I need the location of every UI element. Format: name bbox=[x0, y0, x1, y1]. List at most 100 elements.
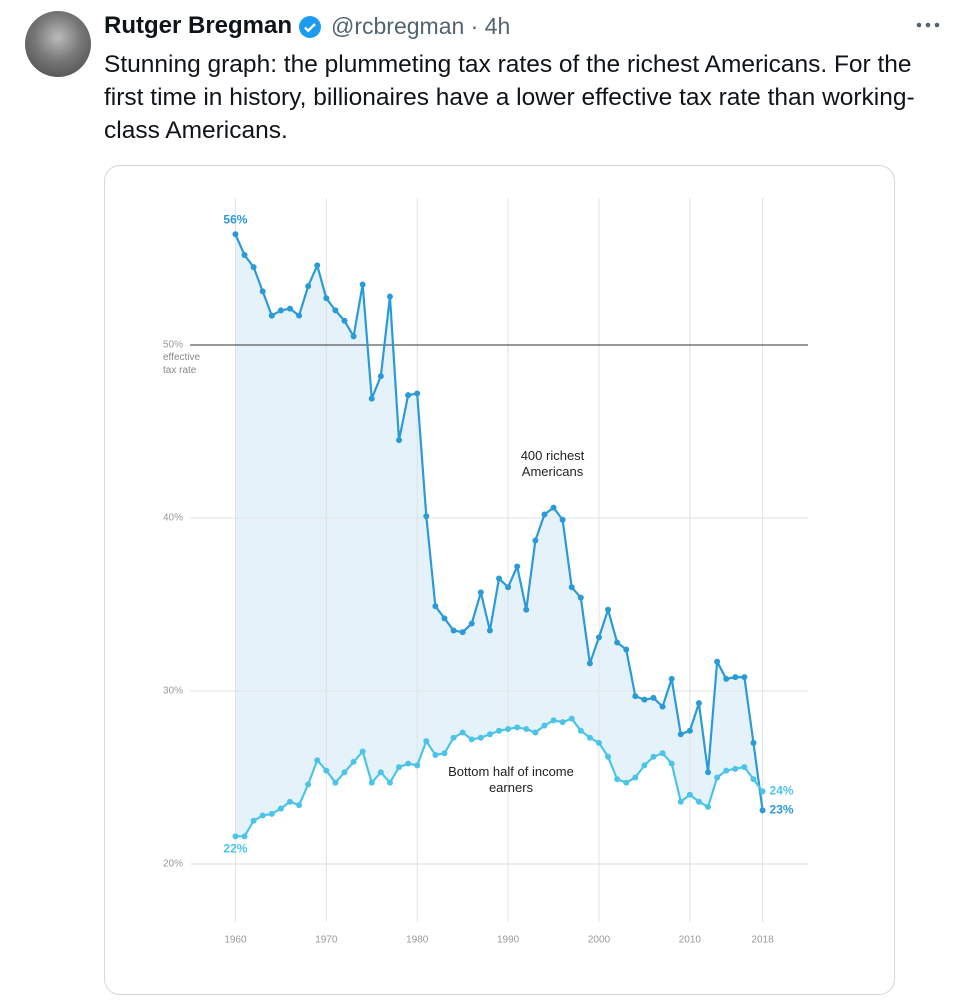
data-point bbox=[695, 798, 702, 805]
data-point bbox=[377, 769, 384, 776]
data-point bbox=[277, 805, 284, 812]
data-point bbox=[432, 603, 439, 610]
value-label: 22% bbox=[223, 841, 247, 855]
data-point bbox=[459, 629, 466, 636]
data-point bbox=[241, 833, 248, 840]
data-point bbox=[359, 748, 366, 755]
tweet-text: Stunning graph: the plummeting tax rates… bbox=[104, 51, 915, 144]
x-tick-label: 2018 bbox=[751, 935, 774, 946]
data-point bbox=[723, 675, 730, 682]
data-point bbox=[505, 584, 512, 591]
data-point bbox=[568, 715, 575, 722]
data-point bbox=[396, 437, 403, 444]
x-tick-label: 2010 bbox=[679, 935, 702, 946]
data-point bbox=[641, 762, 648, 769]
data-point bbox=[523, 606, 530, 613]
y-tick-label: 50% bbox=[163, 340, 183, 351]
data-point bbox=[250, 817, 257, 824]
data-point bbox=[595, 739, 602, 746]
data-point bbox=[741, 674, 748, 681]
data-point bbox=[605, 606, 612, 613]
data-point bbox=[614, 776, 621, 783]
data-point bbox=[441, 750, 448, 757]
data-point bbox=[414, 390, 421, 397]
y-tick-label: 40% bbox=[163, 513, 183, 524]
data-point bbox=[505, 726, 512, 733]
data-point bbox=[414, 762, 421, 769]
data-point bbox=[268, 312, 275, 319]
data-point bbox=[368, 395, 375, 402]
data-point bbox=[686, 727, 693, 734]
data-point bbox=[277, 307, 284, 314]
data-point bbox=[296, 802, 303, 809]
data-point bbox=[286, 798, 293, 805]
data-point bbox=[695, 700, 702, 707]
data-point bbox=[232, 833, 239, 840]
data-point bbox=[550, 717, 557, 724]
data-point bbox=[550, 504, 557, 511]
data-point bbox=[268, 810, 275, 817]
data-point bbox=[477, 734, 484, 741]
data-point bbox=[686, 791, 693, 798]
data-point bbox=[405, 760, 412, 767]
data-point bbox=[750, 739, 757, 746]
data-point bbox=[305, 781, 312, 788]
data-point bbox=[468, 736, 475, 743]
data-point bbox=[677, 731, 684, 738]
data-point bbox=[396, 764, 403, 771]
data-point bbox=[441, 615, 448, 622]
x-tick-label: 1980 bbox=[406, 935, 429, 946]
author-name[interactable]: Rutger Bregman bbox=[104, 12, 293, 39]
data-point bbox=[514, 563, 521, 570]
data-point bbox=[595, 634, 602, 641]
data-point bbox=[723, 767, 730, 774]
data-point bbox=[486, 627, 493, 634]
data-point bbox=[523, 726, 530, 733]
more-button[interactable] bbox=[915, 20, 943, 30]
media-card[interactable] bbox=[104, 165, 895, 995]
data-point bbox=[386, 779, 393, 786]
data-point bbox=[450, 627, 457, 634]
data-point bbox=[759, 807, 766, 814]
data-point bbox=[432, 752, 439, 759]
data-point bbox=[632, 693, 639, 700]
x-tick-label: 1990 bbox=[497, 935, 520, 946]
data-point bbox=[423, 738, 430, 745]
data-point bbox=[241, 252, 248, 259]
data-point bbox=[323, 295, 330, 302]
data-point bbox=[568, 584, 575, 591]
data-point bbox=[623, 779, 630, 786]
data-point bbox=[705, 803, 712, 810]
data-point bbox=[677, 798, 684, 805]
data-point bbox=[368, 779, 375, 786]
data-point bbox=[732, 674, 739, 681]
data-point bbox=[750, 776, 757, 783]
data-point bbox=[732, 765, 739, 772]
data-point bbox=[305, 283, 312, 290]
data-point bbox=[741, 764, 748, 771]
data-point bbox=[541, 722, 548, 729]
data-point bbox=[668, 760, 675, 767]
data-point bbox=[577, 727, 584, 734]
gap-area bbox=[235, 234, 763, 837]
y-tick-label: 20% bbox=[163, 859, 183, 870]
data-point bbox=[614, 639, 621, 646]
data-point bbox=[496, 575, 502, 582]
data-point bbox=[586, 660, 593, 667]
value-label: 24% bbox=[770, 784, 794, 798]
data-point bbox=[577, 594, 584, 601]
data-point bbox=[377, 373, 384, 380]
data-point bbox=[705, 769, 712, 776]
data-point bbox=[714, 774, 721, 781]
data-point bbox=[314, 262, 321, 269]
avatar[interactable] bbox=[25, 11, 91, 77]
data-point bbox=[541, 511, 548, 518]
data-point bbox=[659, 750, 666, 757]
data-point bbox=[650, 694, 657, 701]
y-axis-label: effective tax rate bbox=[163, 352, 201, 376]
data-point bbox=[486, 731, 493, 738]
data-point bbox=[250, 264, 257, 271]
data-point bbox=[314, 757, 321, 764]
data-point bbox=[641, 696, 648, 703]
